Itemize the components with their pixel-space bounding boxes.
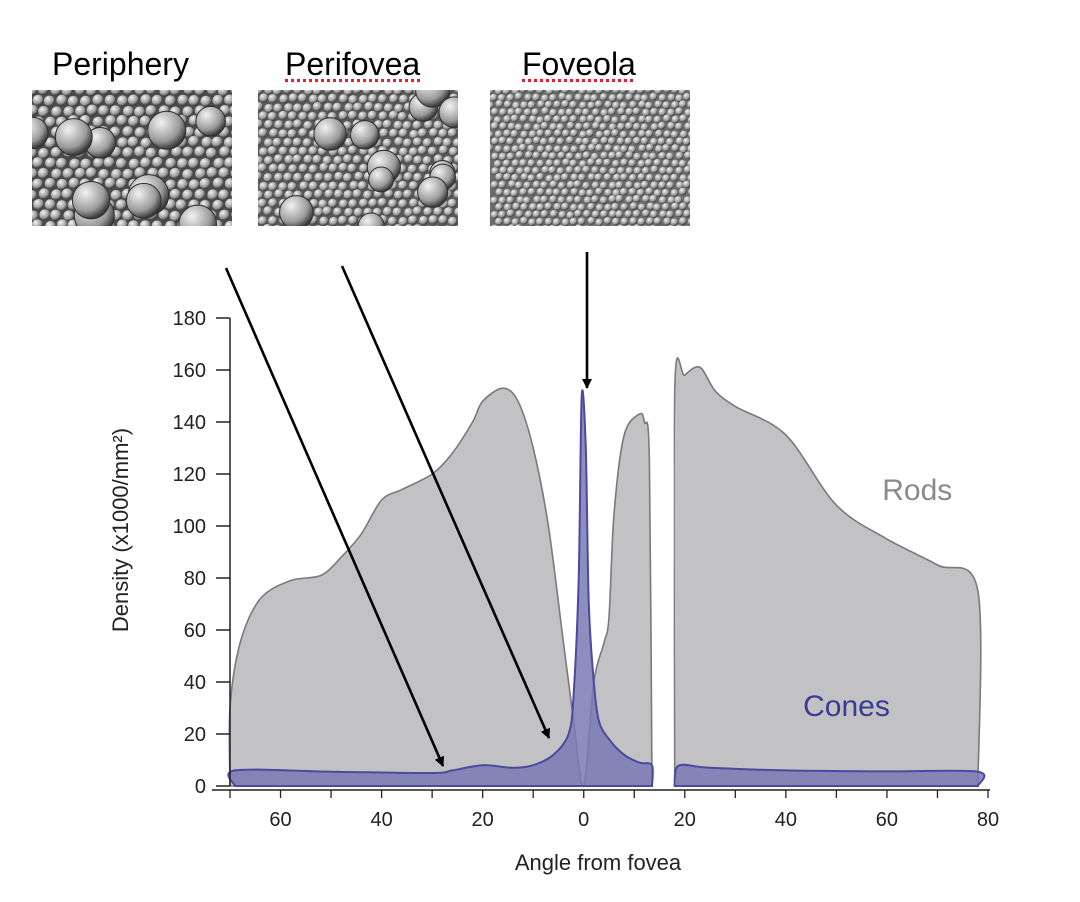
cones-series-label: Cones <box>803 690 890 723</box>
blind-spot-gap <box>655 308 674 784</box>
y-tick-label: 0 <box>195 776 206 798</box>
y-tick-label: 100 <box>173 516 206 538</box>
y-tick-label: 80 <box>184 568 206 590</box>
periphery-micrograph <box>32 90 232 226</box>
x-axis-title: Angle from fovea <box>515 850 682 875</box>
rods-area-right <box>673 357 982 787</box>
x-tick-label: 40 <box>370 809 392 831</box>
x-tick-label: 40 <box>775 809 797 831</box>
x-tick-label: 60 <box>269 809 291 831</box>
y-tick-label: 180 <box>173 308 206 330</box>
periphery-label: Periphery <box>52 46 189 82</box>
rods-series-label: Rods <box>882 474 952 507</box>
x-tick-label: 20 <box>674 809 696 831</box>
foveola-micrograph <box>490 90 690 226</box>
x-tick-label: 80 <box>977 809 999 831</box>
cones-area-left <box>227 389 654 787</box>
y-axis-title: Density (x1000/mm²) <box>108 428 133 632</box>
x-tick-label: 60 <box>876 809 898 831</box>
perifovea-micrograph <box>258 90 458 226</box>
y-tick-label: 140 <box>173 412 206 434</box>
perifovea-label: Perifovea <box>285 46 421 82</box>
x-tick-label: 20 <box>472 809 494 831</box>
y-tick-label: 120 <box>173 464 206 486</box>
y-tick-label: 60 <box>184 620 206 642</box>
x-tick-label: 0 <box>578 809 589 831</box>
y-tick-label: 20 <box>184 724 206 746</box>
foveola-label: Foveola <box>522 46 636 82</box>
perifovea-arrow <box>340 265 551 739</box>
rods-area-left <box>228 387 653 787</box>
periphery-arrow <box>224 267 445 767</box>
cones-area-right <box>673 763 986 787</box>
y-tick-label: 40 <box>184 672 206 694</box>
y-tick-label: 160 <box>173 360 206 382</box>
